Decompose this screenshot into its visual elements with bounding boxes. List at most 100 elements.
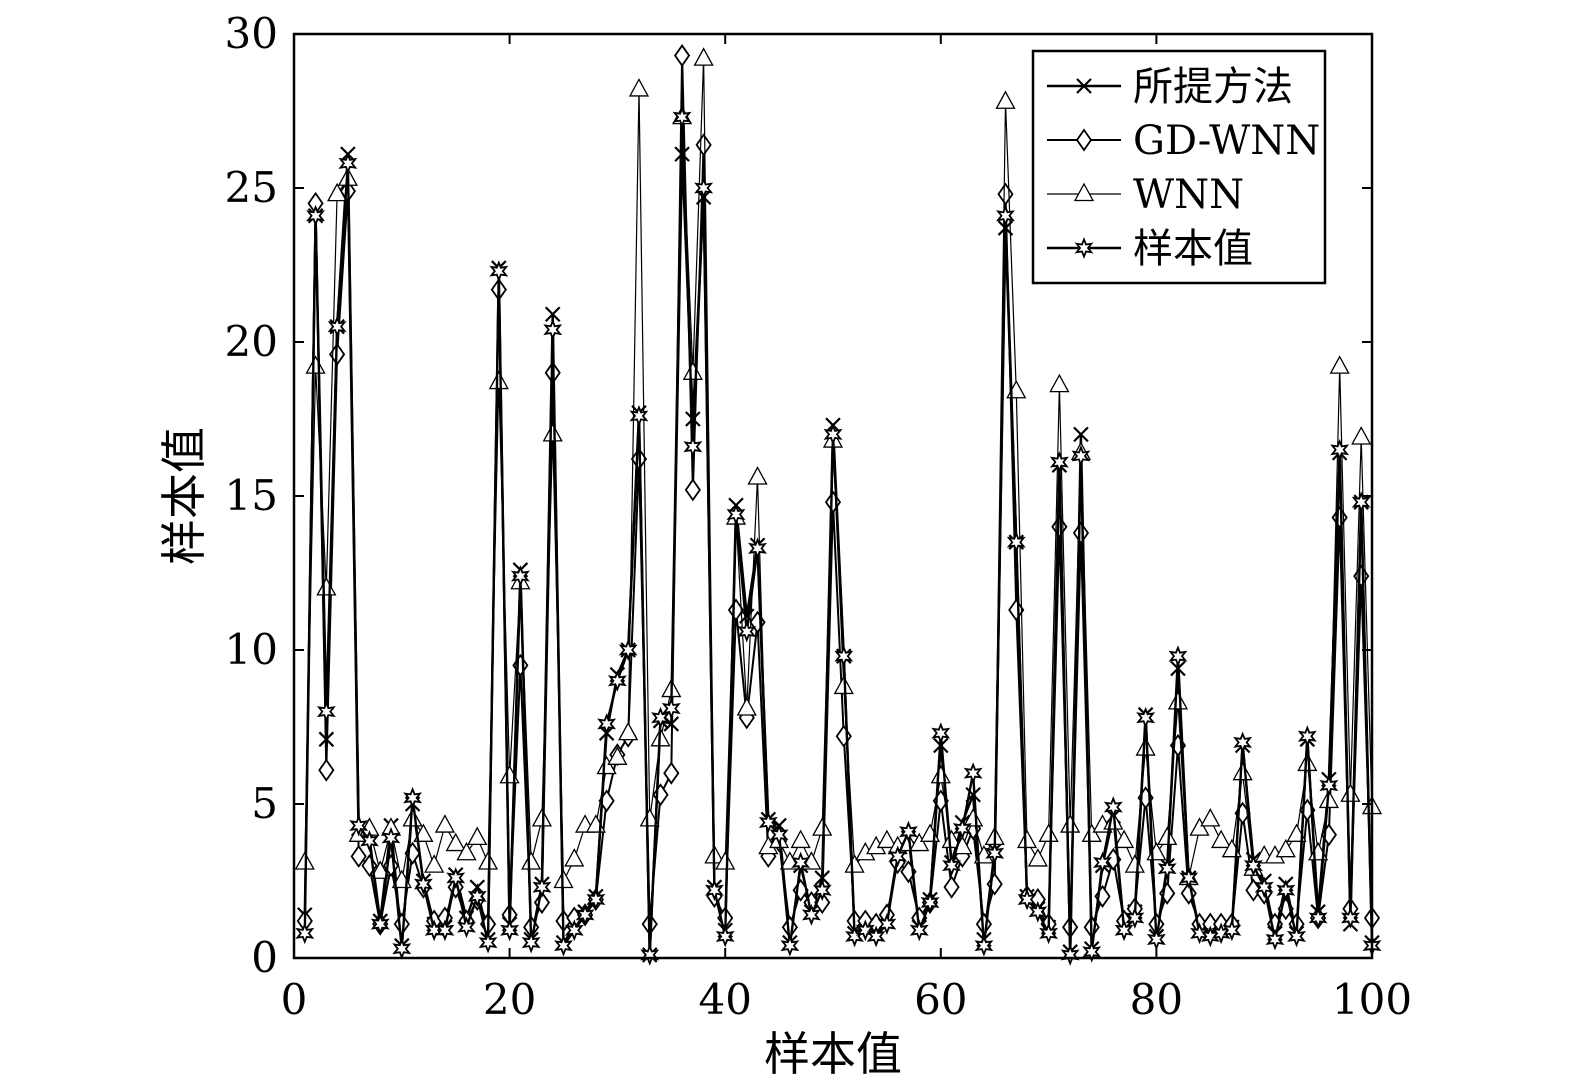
series-3-point	[1210, 829, 1232, 849]
series-4-point	[672, 106, 692, 129]
series-4-point	[359, 830, 379, 852]
series-4-point	[704, 879, 724, 902]
series-3-point	[327, 182, 348, 202]
series-3-point	[693, 47, 714, 66]
series-2-point	[318, 758, 335, 782]
series-3-point	[715, 851, 736, 870]
series-4-point	[1157, 857, 1177, 880]
series-4-point	[888, 845, 908, 868]
series-4-point	[931, 722, 951, 745]
series-4-point	[575, 903, 595, 926]
series-4-point	[1039, 922, 1059, 945]
series-2-point	[1245, 878, 1262, 902]
series-4-point	[1114, 919, 1134, 942]
series-4-point	[920, 891, 940, 914]
series-2-point	[835, 724, 852, 748]
series-4-point	[403, 786, 423, 809]
series-3-point	[919, 823, 941, 842]
series-3-point	[628, 78, 650, 97]
series-4-point	[748, 537, 768, 560]
series-layer	[294, 43, 1383, 966]
series-4-point	[1308, 907, 1328, 929]
series-3-point	[812, 817, 833, 836]
x-tick-label: 80	[1130, 975, 1183, 1024]
series-4-point	[295, 922, 315, 945]
series-2-point	[1072, 521, 1090, 545]
series-4-point	[1028, 900, 1048, 923]
series-4-point	[597, 712, 617, 735]
series-3-point	[1351, 426, 1372, 445]
series-4-point	[1276, 879, 1296, 902]
series-3-point	[995, 90, 1016, 109]
series-3-point	[1232, 761, 1253, 781]
series-4-point	[737, 620, 757, 643]
series-4-point	[1265, 928, 1285, 951]
legend-marker	[1075, 128, 1093, 152]
series-3-point	[790, 829, 811, 849]
series-1-point	[544, 306, 561, 323]
series-4-point	[489, 260, 509, 283]
series-3-point	[564, 848, 585, 867]
series-3-point	[1157, 826, 1178, 846]
series-3-point	[844, 854, 865, 873]
series-3-point	[1049, 373, 1070, 393]
series-4-point	[1287, 925, 1307, 948]
series-4-point	[1243, 854, 1263, 877]
series-4-point	[618, 639, 638, 661]
series-4-point	[316, 700, 336, 723]
y-tick-label: 0	[251, 933, 278, 982]
series-4-point	[1168, 645, 1188, 668]
series-4-point	[478, 931, 498, 954]
series-4-point	[446, 866, 466, 889]
legend-marker	[1074, 237, 1094, 259]
series-3-point	[1060, 814, 1081, 833]
y-tick-label: 10	[225, 625, 278, 674]
series-4-point	[1222, 919, 1242, 942]
series-4-point	[866, 925, 886, 948]
series-3-point	[1275, 838, 1296, 858]
ticks-layer: 0 20 40 60 80 100 0 5 10 15 20 25 30	[225, 9, 1413, 1024]
x-tick-label: 0	[281, 975, 308, 1024]
y-tick-label: 30	[225, 9, 278, 58]
series-3-point	[467, 826, 488, 846]
series-4-point	[942, 854, 962, 877]
series-4-point	[898, 820, 918, 843]
series-3-point	[736, 697, 757, 716]
series-3-point	[434, 814, 456, 833]
series-2-point	[663, 761, 680, 785]
series-4-point	[812, 879, 832, 902]
series-4-point	[629, 404, 649, 427]
x-tick-label: 100	[1332, 975, 1412, 1024]
series-4-point	[974, 934, 994, 957]
series-3-point	[941, 829, 962, 849]
series-4-point	[532, 876, 552, 899]
series-3-point	[1081, 823, 1102, 842]
legend-label: 样本值	[1133, 226, 1253, 272]
series-4-point	[758, 811, 778, 834]
series-4-point	[694, 177, 714, 199]
series-3-point	[1113, 829, 1135, 849]
series-3-point	[1297, 752, 1318, 772]
series-3-point	[963, 808, 984, 827]
series-4-point	[1049, 451, 1069, 474]
series-3-point	[305, 355, 326, 374]
series-4-point	[1340, 907, 1360, 929]
series-4	[295, 106, 1382, 966]
series-3-point	[445, 832, 466, 852]
series-3-point	[402, 808, 423, 827]
series-1-point	[1073, 426, 1089, 443]
series-4-point	[985, 842, 1005, 865]
series-2-point	[1051, 515, 1068, 539]
series-4-point	[564, 919, 584, 942]
series-3-point	[424, 854, 445, 873]
series-3-point	[1189, 817, 1210, 836]
series-4-point	[306, 204, 326, 227]
series-2-point	[393, 912, 410, 936]
series-4-point	[823, 423, 843, 446]
series-3-point	[1167, 691, 1189, 710]
series-4-point	[963, 762, 983, 785]
series-4-point	[780, 934, 800, 957]
series-4-point	[327, 315, 347, 338]
series-4-point	[543, 318, 563, 341]
legend: 所提方法 GD-WNN WNN 样本值	[1031, 49, 1327, 285]
